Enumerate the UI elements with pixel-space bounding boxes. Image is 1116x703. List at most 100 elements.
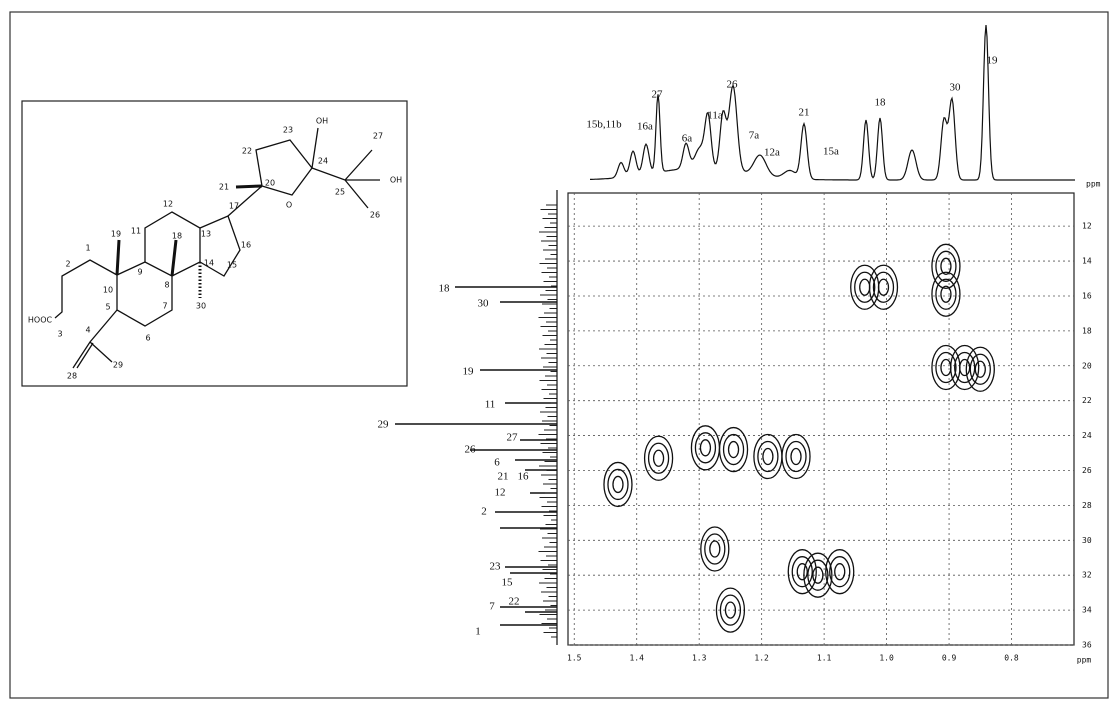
contour — [834, 563, 846, 581]
x-tick-label: 1.4 — [629, 654, 644, 663]
peak-label: 7 — [489, 601, 495, 613]
atom-label: 30 — [196, 302, 206, 311]
contour — [722, 433, 745, 466]
y-tick-label: 12 — [1082, 222, 1092, 231]
contour — [757, 440, 779, 473]
peak-label: 16 — [518, 471, 530, 483]
contour — [694, 432, 717, 464]
y-tick-label: 14 — [1082, 257, 1092, 266]
atom-labels: 19 111213172021222324OH2527OH26O121091881… — [28, 117, 402, 381]
peak-label: 2 — [481, 506, 487, 518]
contour — [940, 257, 952, 275]
peak-label: 16a — [637, 121, 653, 133]
atom-label: O — [286, 201, 292, 210]
peak-label: 30 — [478, 298, 490, 310]
atom-label: 6 — [145, 334, 150, 343]
atom-label: 15 — [227, 261, 237, 270]
peak-label: 11 — [485, 399, 496, 411]
plot-frame — [567, 192, 1075, 646]
cross-peak — [931, 243, 961, 289]
contour — [854, 271, 876, 303]
y-tick-label: 32 — [1082, 571, 1092, 580]
peak-label: 21 — [799, 107, 810, 119]
peak-label: 6a — [682, 133, 693, 145]
contour — [940, 285, 952, 303]
peak-label: 18 — [875, 97, 887, 109]
atom-label: 9 — [137, 268, 142, 277]
y-tick-label: 28 — [1082, 501, 1092, 510]
contour — [950, 344, 980, 391]
peak-label: 21 — [498, 471, 509, 483]
contour — [762, 447, 774, 466]
contour — [868, 264, 899, 310]
atom-label: 29 — [113, 361, 123, 370]
cross-peak — [603, 461, 633, 508]
cross-peak — [931, 271, 961, 317]
proton-trace — [590, 24, 1075, 181]
atom-label: 26 — [370, 211, 380, 220]
contour — [699, 439, 712, 457]
contour — [719, 594, 742, 626]
cross-peak — [850, 264, 880, 310]
y-tick-label: 22 — [1082, 396, 1092, 405]
contour — [935, 351, 957, 384]
y-tick-label: 30 — [1082, 536, 1092, 545]
contour — [607, 468, 629, 501]
cross-peak — [715, 587, 746, 633]
atom-label: 12 — [163, 200, 173, 209]
contour — [790, 447, 802, 466]
cross-peak — [718, 426, 749, 473]
atom-label: 28 — [67, 372, 77, 381]
contour — [959, 358, 971, 377]
peak-label: 15 — [502, 577, 514, 589]
atom-label: 4 — [85, 326, 90, 335]
x-tick-label: 0.8 — [1004, 654, 1019, 663]
contour — [974, 360, 986, 378]
contour — [791, 556, 813, 588]
cross-peak — [965, 346, 995, 392]
peak-label: 27 — [507, 432, 519, 444]
peak-label: 19 — [463, 366, 475, 378]
cross-peak — [753, 433, 783, 480]
atom-label: 7 — [162, 302, 167, 311]
peak-label: 12 — [495, 487, 506, 499]
peak-label: 26 — [727, 79, 739, 91]
contour — [872, 271, 895, 303]
structure-bonds — [54, 127, 380, 369]
atom-label: 17 — [229, 202, 239, 211]
contour — [954, 351, 976, 384]
peak-label: 29 — [378, 419, 390, 431]
contour — [704, 533, 726, 565]
contour — [965, 346, 995, 392]
atom-label: 1 — [85, 244, 90, 253]
contour — [812, 566, 824, 584]
peak-label: 22 — [509, 596, 520, 608]
peak-label: 7a — [749, 130, 760, 142]
structure-box — [21, 100, 408, 387]
atom-label: 14 — [204, 259, 214, 268]
cross-peak — [950, 344, 980, 391]
atom-label: OH — [390, 176, 402, 185]
peak-label: 23 — [490, 561, 502, 573]
atom-label: 5 — [105, 303, 110, 312]
y-tick-label: 26 — [1082, 466, 1092, 475]
x-tick-label: 1.0 — [879, 654, 894, 663]
y-tick-label: 34 — [1082, 606, 1092, 615]
x-tick-label: 1.2 — [754, 654, 769, 663]
contour — [700, 526, 730, 572]
figure-border — [9, 11, 1109, 699]
contour — [935, 278, 957, 310]
y-tick-label: 18 — [1082, 326, 1092, 335]
atom-label: 8 — [164, 281, 169, 290]
cross-peak — [787, 549, 817, 595]
peak-label: 15b,11b — [586, 119, 622, 131]
axis-unit: ppm — [1086, 180, 1101, 189]
peak-label: 30 — [950, 82, 962, 94]
peak-label: 15a — [823, 146, 839, 158]
cross-peak — [931, 344, 961, 391]
cross-peak — [643, 435, 674, 481]
contour — [709, 540, 721, 558]
contour — [803, 552, 833, 598]
contour — [647, 442, 670, 474]
